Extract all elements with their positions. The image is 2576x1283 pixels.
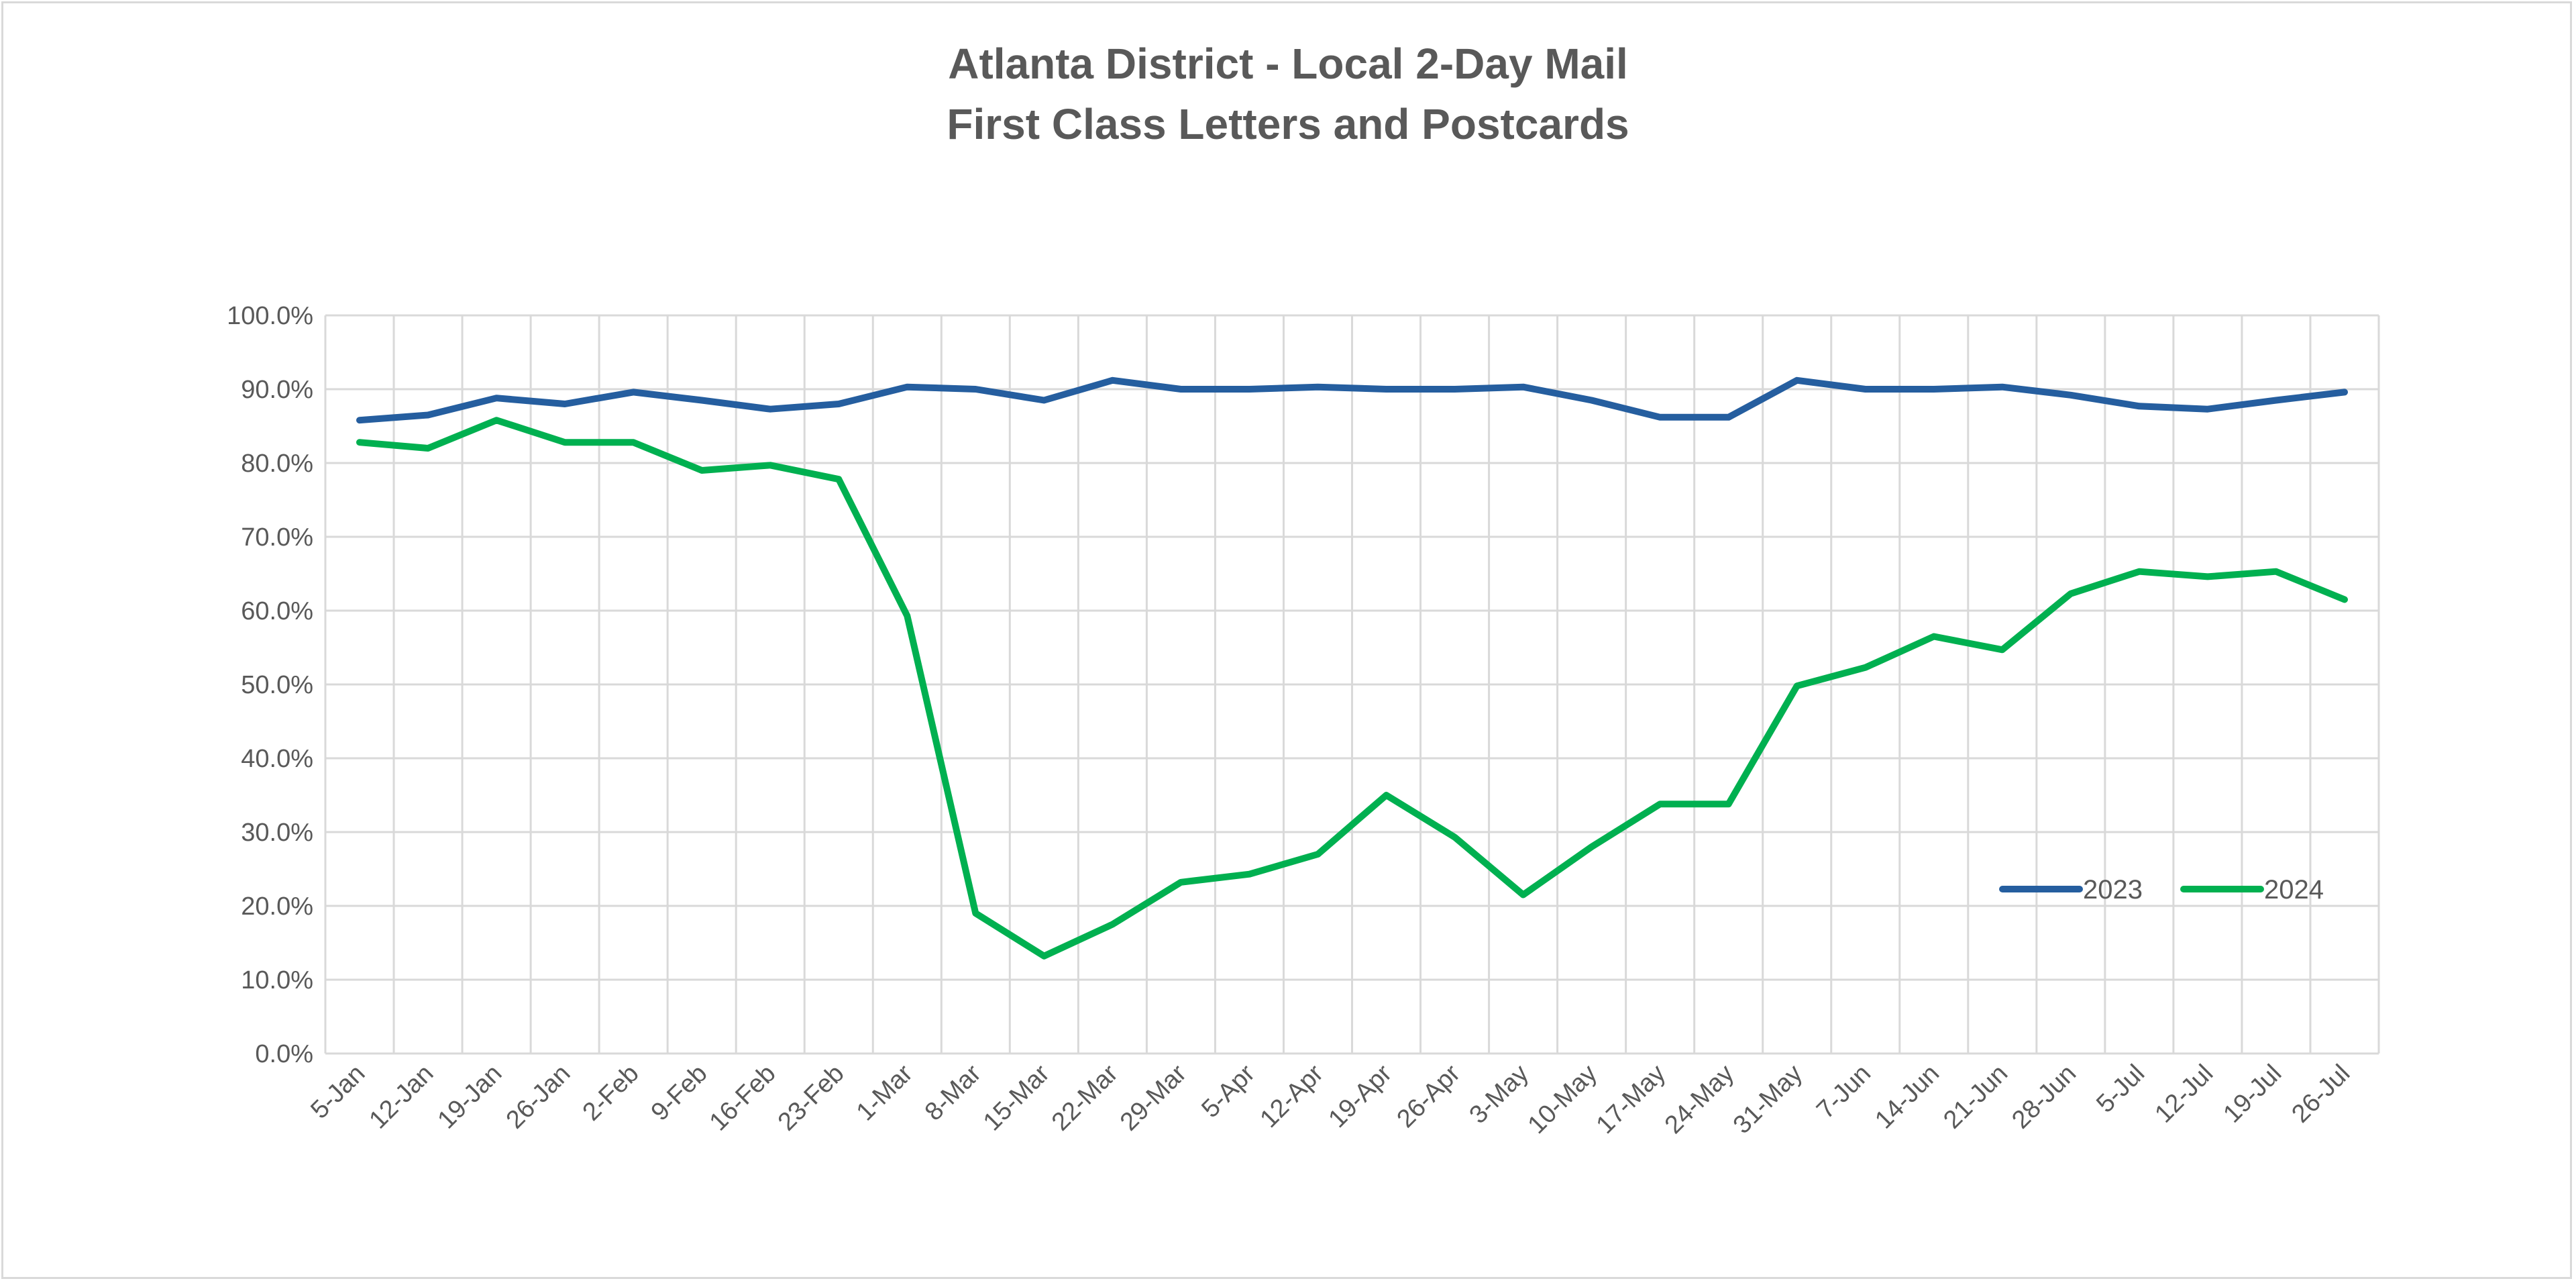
series-lines	[356, 376, 2348, 960]
x-tick-label: 2-Feb	[578, 1060, 645, 1127]
y-axis-ticks: 0.0% 10.0% 20.0% 30.0% 40.0% 50.0% 60.0% 70.0% 8…	[227, 302, 313, 1068]
x-tick-label: 28-Jun	[2006, 1060, 2082, 1135]
x-tick-label: 8-Mar	[920, 1059, 987, 1126]
x-tick-label: 21-Jun	[1938, 1060, 2013, 1135]
y-tick-label: 50.0%	[241, 671, 313, 699]
chart-title-line-1: Atlanta District - Local 2-Day Mail	[948, 40, 1628, 88]
legend: 2023 2024	[1999, 875, 2324, 905]
x-tick-label: 16-Feb	[704, 1060, 782, 1137]
x-tick-label: 10-May	[1523, 1060, 1603, 1139]
x-tick-label: 24-May	[1660, 1060, 1739, 1139]
y-tick-label: 10.0%	[241, 966, 313, 994]
x-tick-label: 1-Mar	[851, 1059, 918, 1126]
x-tick-label: 31-May	[1728, 1060, 1808, 1139]
x-tick-label: 26-Jan	[501, 1060, 576, 1135]
chart-title-line-2: First Class Letters and Postcards	[947, 100, 1629, 148]
y-tick-label: 30.0%	[241, 819, 313, 847]
y-tick-label: 100.0%	[227, 302, 313, 330]
x-tick-label: 15-Mar	[978, 1059, 1055, 1136]
x-tick-label: 5-Jul	[2091, 1060, 2150, 1119]
x-tick-label: 14-Jun	[1870, 1060, 1945, 1135]
y-tick-label: 70.0%	[241, 523, 313, 552]
x-tick-label: 12-Apr	[1254, 1059, 1329, 1133]
x-tick-label: 12-Jan	[364, 1060, 439, 1135]
legend-label-2023: 2023	[2083, 875, 2143, 905]
y-tick-label: 90.0%	[241, 376, 313, 404]
x-tick-label: 23-Feb	[773, 1060, 850, 1137]
x-tick-label: 26-Apr	[1392, 1059, 1466, 1133]
x-tick-label: 17-May	[1591, 1060, 1671, 1139]
x-tick-label: 12-Jul	[2149, 1060, 2218, 1129]
x-tick-label: 29-Mar	[1115, 1059, 1192, 1136]
x-tick-label: 19-Jul	[2218, 1060, 2287, 1129]
gridlines	[324, 314, 2380, 1055]
y-tick-label: 80.0%	[241, 450, 313, 478]
x-tick-label: 19-Jan	[433, 1060, 508, 1135]
x-tick-label: 5-Apr	[1196, 1059, 1260, 1123]
legend-label-2024: 2024	[2264, 875, 2324, 905]
series-line-2024	[356, 417, 2348, 960]
x-tick-label: 22-Mar	[1046, 1059, 1124, 1136]
x-tick-label: 19-Apr	[1324, 1059, 1398, 1133]
y-tick-label: 60.0%	[241, 597, 313, 625]
x-tick-label: 5-Jan	[305, 1060, 370, 1125]
y-tick-label: 40.0%	[241, 745, 313, 773]
x-tick-label: 26-Jul	[2286, 1060, 2355, 1129]
y-tick-label: 0.0%	[255, 1040, 313, 1068]
x-tick-label: 7-Jun	[1811, 1060, 1876, 1125]
y-tick-label: 20.0%	[241, 892, 313, 921]
series-line-2023	[356, 376, 2348, 424]
x-tick-label: 9-Feb	[646, 1060, 713, 1127]
